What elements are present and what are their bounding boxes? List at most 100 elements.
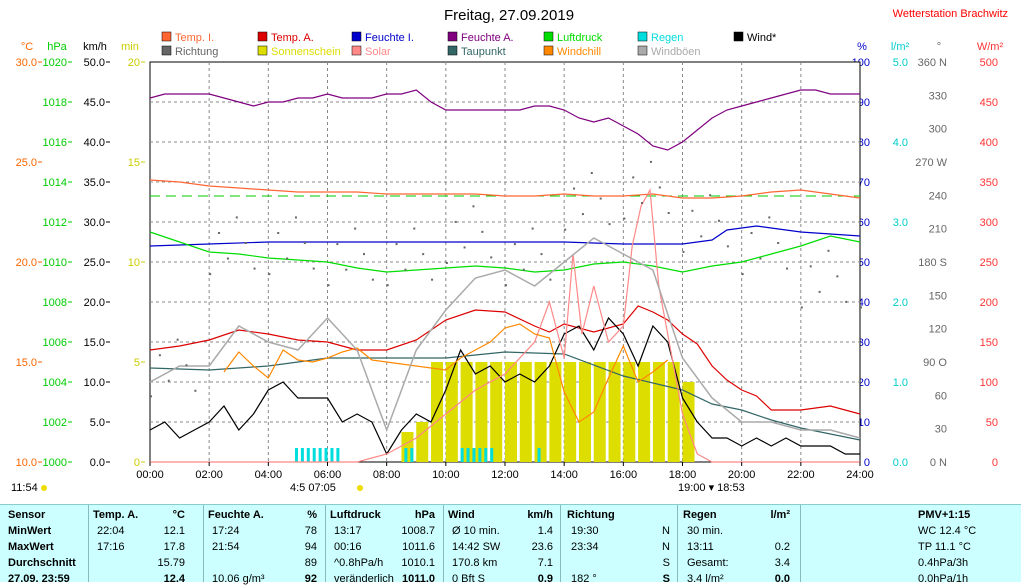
rain-bar bbox=[461, 448, 464, 462]
table-cell: Luftdruck bbox=[330, 509, 381, 521]
direction-dot bbox=[404, 269, 406, 271]
y-tick-label: 120 bbox=[929, 324, 947, 336]
table-cell: MinWert bbox=[8, 525, 51, 537]
table-cell: N bbox=[610, 525, 670, 537]
y-tick-label: 1000 bbox=[43, 457, 67, 469]
table-cell: 1011.6 bbox=[375, 541, 435, 553]
direction-dot bbox=[464, 246, 466, 248]
direction-dot bbox=[549, 279, 551, 281]
legend-label: Solar bbox=[365, 46, 391, 58]
direction-dot bbox=[609, 223, 611, 225]
table-cell: 15.79 bbox=[125, 557, 185, 569]
y-tick-label: 1006 bbox=[43, 337, 67, 349]
legend-swatch bbox=[448, 32, 457, 41]
legend-swatch bbox=[258, 46, 267, 55]
y-tick-label: 210 bbox=[929, 224, 947, 236]
table-cell: °C bbox=[125, 509, 185, 521]
table-cell: 0.0 bbox=[730, 573, 790, 585]
table-cell: WC 12.4 °C bbox=[918, 525, 976, 537]
axis-unit: l/m² bbox=[891, 41, 910, 53]
y-tick-label: 20 bbox=[128, 57, 140, 69]
legend-label: Sonnenschein bbox=[271, 46, 341, 58]
legend-swatch bbox=[448, 46, 457, 55]
y-tick-label: 1.0 bbox=[893, 377, 908, 389]
y-tick-label: 25.0 bbox=[84, 257, 105, 269]
table-cell: 170.8 km bbox=[452, 557, 497, 569]
direction-dot bbox=[245, 242, 247, 244]
y-tick-label: 3.0 bbox=[893, 217, 908, 229]
direction-dot bbox=[177, 339, 179, 341]
sunshine-bar bbox=[609, 362, 621, 462]
direction-dot bbox=[254, 268, 256, 270]
x-tick-label: 02:00 bbox=[195, 469, 223, 481]
table-cell: 12.4 bbox=[125, 573, 185, 585]
column-separator bbox=[203, 505, 204, 582]
direction-dot bbox=[218, 232, 220, 234]
y-tick-label: 40.0 bbox=[84, 137, 105, 149]
table-cell: 13:11 bbox=[687, 541, 714, 553]
x-tick-label: 20:00 bbox=[728, 469, 756, 481]
legend-swatch bbox=[638, 46, 647, 55]
table-cell: 30 min. bbox=[687, 525, 723, 537]
y-tick-label: 350 bbox=[980, 177, 998, 189]
axis-unit: km/h bbox=[83, 41, 107, 53]
direction-dot bbox=[668, 212, 670, 214]
y-tick-label: 10.0 bbox=[84, 377, 105, 389]
direction-dot bbox=[600, 198, 602, 200]
legend-label: Richtung bbox=[175, 46, 218, 58]
direction-dot bbox=[313, 268, 315, 270]
legend-swatch bbox=[734, 32, 743, 41]
column-separator bbox=[560, 505, 561, 582]
table-cell: Durchschnitt bbox=[8, 557, 76, 569]
x-tick-label: 24:00 bbox=[846, 469, 874, 481]
x-tick-label: 06:00 bbox=[314, 469, 342, 481]
legend-swatch bbox=[544, 32, 553, 41]
direction-dot bbox=[481, 231, 483, 233]
direction-dot bbox=[354, 228, 356, 230]
x-tick-label: 16:00 bbox=[610, 469, 638, 481]
y-tick-label: 250 bbox=[980, 257, 998, 269]
y-tick-label: 270 W bbox=[915, 157, 947, 169]
y-tick-label: 30.0 bbox=[16, 57, 37, 69]
y-tick-label: 240 bbox=[929, 190, 947, 202]
x-tick-label: 08:00 bbox=[373, 469, 401, 481]
y-tick-label: 500 bbox=[980, 57, 998, 69]
legend-label: Windböen bbox=[651, 46, 701, 58]
direction-dot bbox=[413, 228, 415, 230]
y-tick-label: 1012 bbox=[43, 217, 67, 229]
y-tick-label: 15.0 bbox=[84, 337, 105, 349]
direction-dot bbox=[523, 269, 525, 271]
column-separator bbox=[800, 505, 801, 582]
direction-dot bbox=[727, 245, 729, 247]
table-cell: 92 bbox=[257, 573, 317, 585]
direction-dot bbox=[194, 390, 196, 392]
sunshine-bar bbox=[416, 422, 428, 462]
table-cell: Sensor bbox=[8, 509, 45, 521]
column-separator bbox=[443, 505, 444, 582]
x-tick-label: 22:00 bbox=[787, 469, 815, 481]
y-tick-label: 1004 bbox=[43, 377, 67, 389]
column-separator bbox=[325, 505, 326, 582]
direction-dot bbox=[168, 380, 170, 382]
rain-bar bbox=[484, 448, 487, 462]
direction-dot bbox=[827, 250, 829, 252]
direction-dot bbox=[709, 194, 711, 196]
table-cell: 0.4hPa/3h bbox=[918, 557, 968, 569]
direction-dot bbox=[150, 395, 152, 397]
table-cell: l/m² bbox=[730, 509, 790, 521]
legend-swatch bbox=[162, 46, 171, 55]
y-tick-label: 4.0 bbox=[893, 137, 908, 149]
direction-dot bbox=[387, 284, 389, 286]
y-tick-label: 450 bbox=[980, 97, 998, 109]
table-cell: 1.4 bbox=[493, 525, 553, 537]
direction-dot bbox=[328, 284, 330, 286]
table-cell: 13:17 bbox=[334, 525, 362, 537]
sunrise-label: 4:5 07:05 bbox=[290, 482, 336, 494]
rain-bar bbox=[404, 448, 407, 462]
rain-bar bbox=[307, 448, 310, 462]
y-tick-label: 2.0 bbox=[893, 297, 908, 309]
direction-dot bbox=[860, 306, 862, 308]
direction-dot bbox=[490, 256, 492, 258]
direction-dot bbox=[742, 273, 744, 275]
axis-unit: W/m² bbox=[977, 41, 1004, 53]
